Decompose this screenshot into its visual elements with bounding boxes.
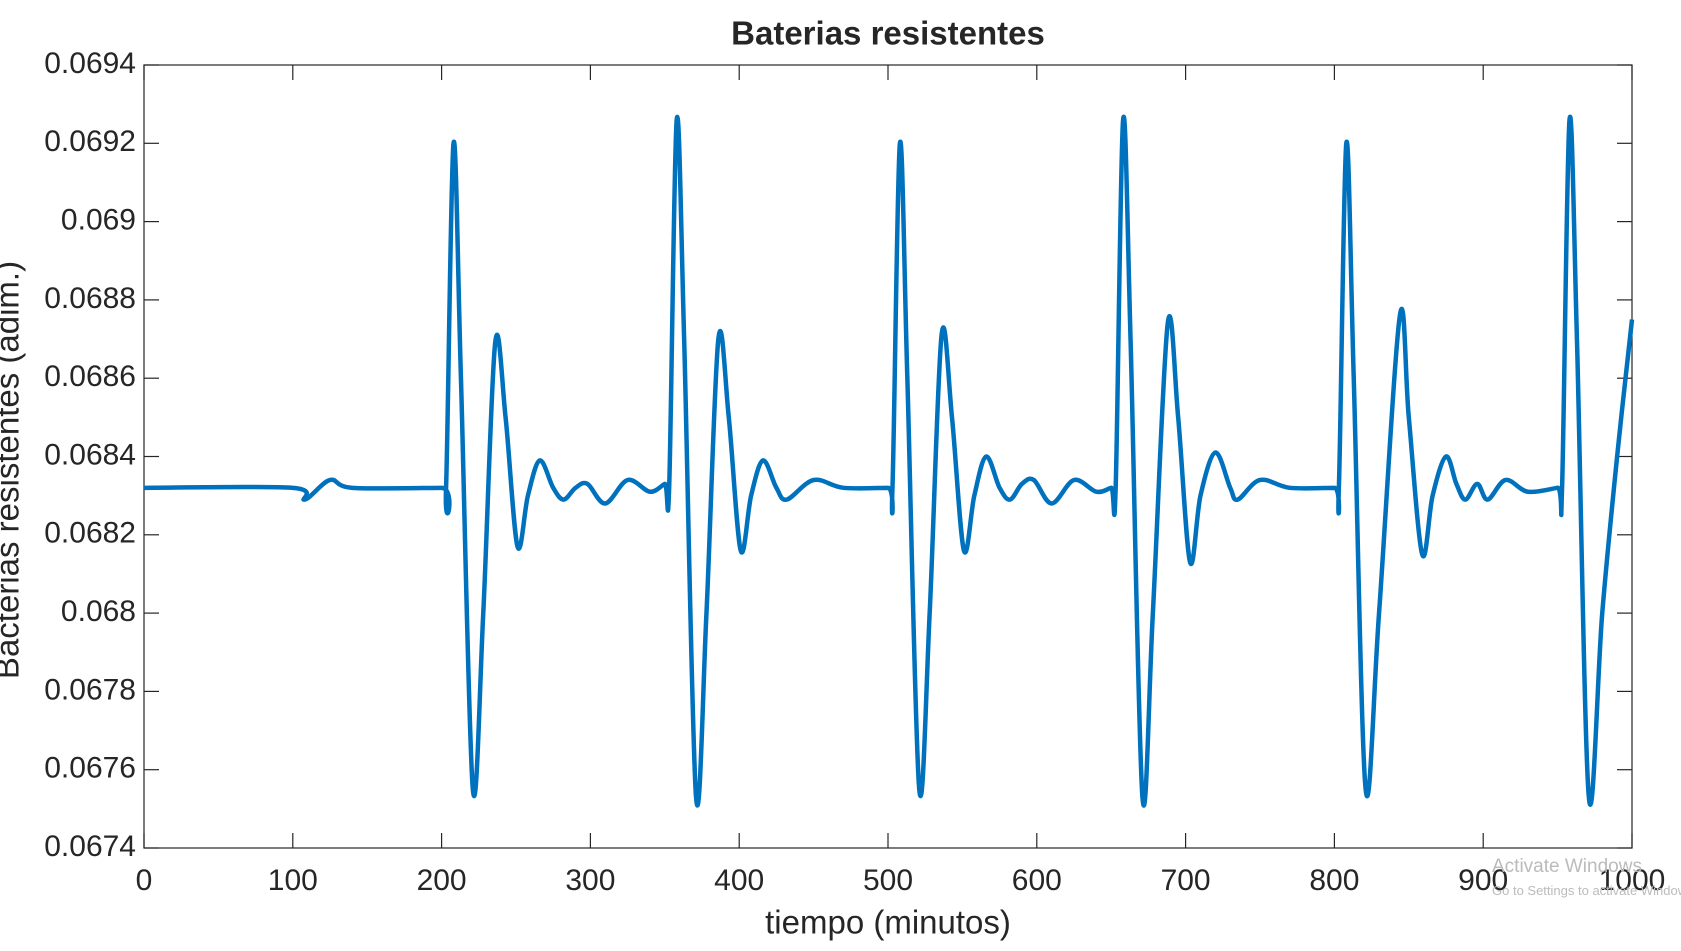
line-series [143, 114, 1635, 808]
y-tick-label: 0.0684 [44, 438, 136, 471]
y-tick-label: 0.0676 [44, 752, 136, 785]
x-tick-label: 1000 [1599, 864, 1666, 897]
x-tick-label: 700 [1161, 864, 1211, 897]
x-tick-label: 600 [1012, 864, 1062, 897]
x-tick-label: 200 [417, 864, 467, 897]
x-tick-label: 300 [565, 864, 615, 897]
y-tick-label: 0.0678 [44, 673, 136, 706]
x-tick-label: 100 [268, 864, 318, 897]
y-tick-label: 0.069 [61, 204, 136, 237]
y-tick-label: 0.068 [61, 595, 136, 628]
y-tick-label: 0.0682 [44, 517, 136, 550]
chart-title: Baterias resistentes [731, 15, 1045, 52]
y-axis-label: Bacterias resistentes (adim.) [0, 261, 26, 679]
x-tick-label: 0 [136, 864, 153, 897]
x-tick-label: 400 [714, 864, 764, 897]
watermark: Go to Settings to activate Windows. [1492, 883, 1681, 898]
y-tick-label: 0.0688 [44, 282, 136, 315]
y-tick-label: 0.0674 [44, 830, 136, 863]
x-tick-label: 800 [1309, 864, 1359, 897]
y-tick-label: 0.0686 [44, 360, 136, 393]
watermark: Activate Windows [1492, 856, 1642, 877]
x-tick-label: 900 [1458, 864, 1508, 897]
x-axis-label: tiempo (minutos) [765, 904, 1011, 941]
y-tick-label: 0.0692 [44, 125, 136, 158]
x-tick-label: 500 [863, 864, 913, 897]
plot-area [143, 64, 1633, 849]
y-tick-label: 0.0694 [44, 47, 136, 80]
